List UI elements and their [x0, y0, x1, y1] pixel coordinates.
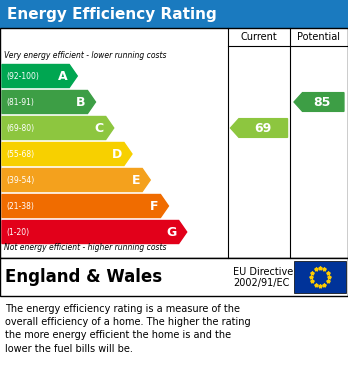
Text: (92-100): (92-100) [6, 72, 39, 81]
Text: Not energy efficient - higher running costs: Not energy efficient - higher running co… [4, 244, 166, 253]
Text: Current: Current [240, 32, 277, 42]
Text: Very energy efficient - lower running costs: Very energy efficient - lower running co… [4, 52, 166, 61]
Text: 2002/91/EC: 2002/91/EC [233, 278, 290, 288]
Text: 69: 69 [255, 122, 272, 135]
Polygon shape [294, 93, 344, 111]
Text: (1-20): (1-20) [6, 228, 29, 237]
Polygon shape [2, 169, 150, 192]
Text: EU Directive: EU Directive [233, 267, 293, 278]
Text: B: B [76, 95, 86, 108]
Polygon shape [2, 142, 132, 165]
Polygon shape [2, 90, 95, 113]
Text: F: F [150, 199, 158, 212]
Bar [0, 0, 348, 28]
Text: 85: 85 [313, 95, 330, 108]
Polygon shape [2, 65, 77, 88]
Text: D: D [112, 147, 122, 160]
Polygon shape [230, 118, 287, 137]
Text: Energy Efficiency Rating: Energy Efficiency Rating [7, 7, 217, 22]
Text: Potential: Potential [298, 32, 340, 42]
Text: England & Wales: England & Wales [5, 268, 162, 286]
Text: (81-91): (81-91) [6, 97, 34, 106]
Text: C: C [95, 122, 104, 135]
Text: E: E [132, 174, 140, 187]
Polygon shape [2, 194, 168, 217]
Text: (69-80): (69-80) [6, 124, 34, 133]
Bar [0, 28, 348, 258]
Text: (21-38): (21-38) [6, 201, 34, 210]
Bar [294, 261, 346, 293]
Text: The energy efficiency rating is a measure of the
overall efficiency of a home. T: The energy efficiency rating is a measur… [5, 304, 251, 353]
Text: A: A [58, 70, 67, 83]
Text: (39-54): (39-54) [6, 176, 34, 185]
Text: (55-68): (55-68) [6, 149, 34, 158]
Polygon shape [2, 221, 187, 244]
Polygon shape [2, 117, 114, 140]
Text: G: G [166, 226, 177, 239]
Bar [0, 258, 348, 296]
